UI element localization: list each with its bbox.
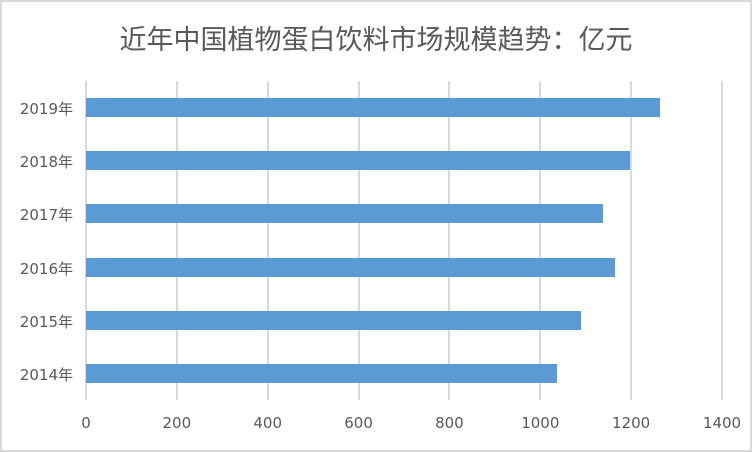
y-tick-label: 2014年: [19, 365, 73, 384]
bar: [86, 363, 558, 383]
chart-title: 近年中国植物蛋白饮料市场规模趋势：亿元: [119, 25, 633, 56]
gridline: [721, 81, 723, 400]
bar: [86, 98, 661, 118]
gridline: [175, 81, 178, 400]
bar: [86, 310, 582, 330]
bar: [86, 151, 631, 171]
plot-area: [85, 81, 723, 400]
x-tick-label: 0: [81, 414, 91, 432]
y-tick-label: 2015年: [19, 312, 73, 331]
x-tick-label: 800: [435, 414, 464, 432]
y-tick-label: 2017年: [19, 206, 73, 225]
x-tick-label: 1200: [612, 414, 651, 432]
gridline: [539, 81, 542, 400]
gridline: [448, 81, 451, 400]
y-tick-label: 2019年: [19, 100, 73, 119]
y-tick-label: 2016年: [19, 259, 73, 278]
y-tick-label: 2018年: [19, 153, 73, 172]
bar: [86, 257, 616, 277]
x-tick-label: 1000: [521, 414, 560, 432]
gridline: [630, 81, 633, 400]
x-tick-label: 400: [253, 414, 283, 432]
x-tick-label: 1400: [702, 414, 742, 432]
x-tick-label: 600: [344, 414, 373, 432]
gridline: [266, 81, 269, 400]
gridline: [357, 81, 360, 400]
bar: [86, 204, 604, 224]
gridline: [85, 81, 87, 400]
x-tick-label: 200: [162, 414, 192, 432]
